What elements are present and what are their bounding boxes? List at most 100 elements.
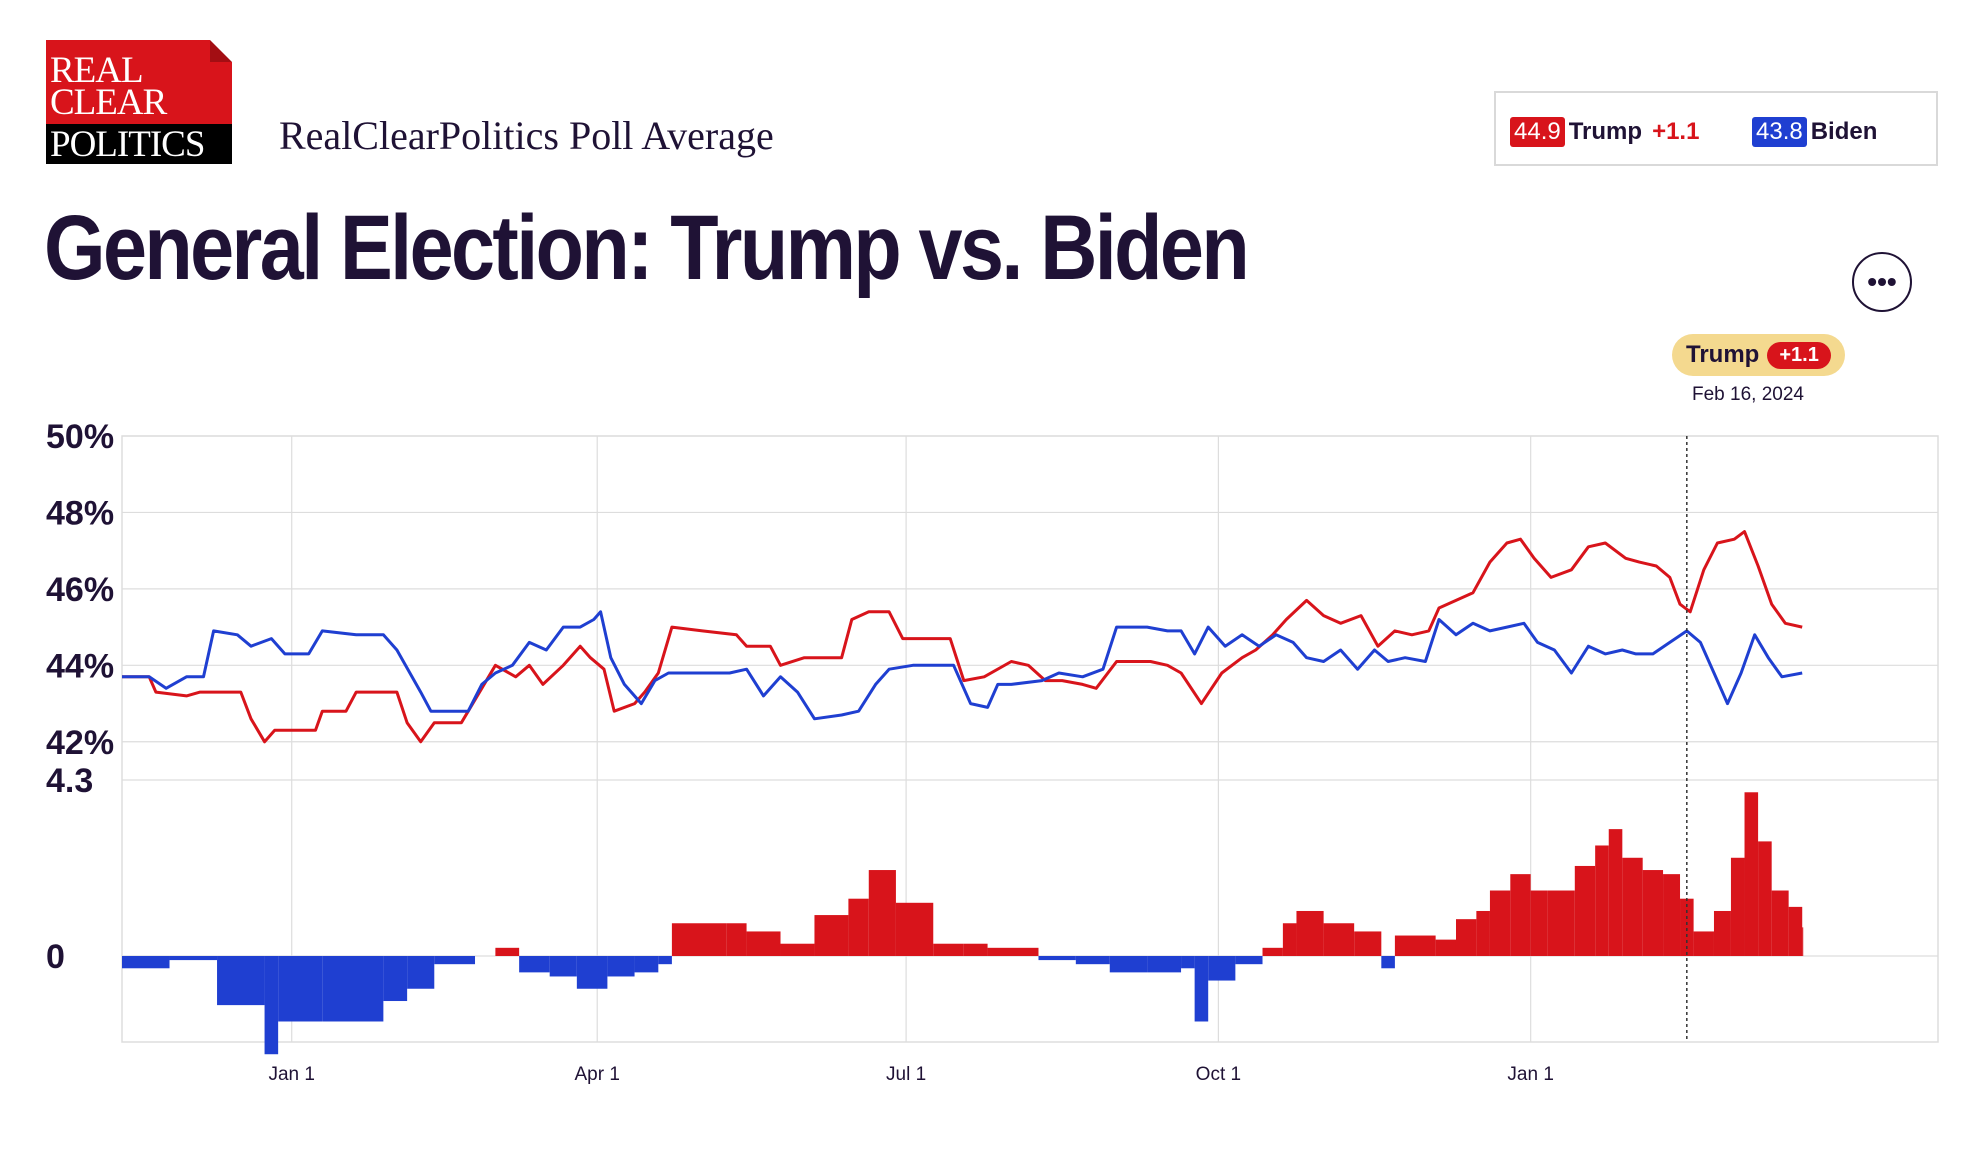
spread-bar	[963, 943, 988, 956]
spread-bar	[1489, 890, 1511, 956]
spread-bar	[1181, 956, 1195, 969]
y-tick-label: 46%	[46, 571, 114, 609]
spread-bar	[1547, 890, 1575, 956]
spread-bar	[658, 956, 672, 965]
series-line-biden	[122, 610, 1803, 721]
spread-bar	[1713, 910, 1731, 956]
x-tick-label: Jan 1	[1507, 1064, 1553, 1085]
horizontal-gridlines	[122, 435, 1938, 957]
spread-bar	[1147, 956, 1182, 973]
spread-bar	[1435, 939, 1456, 956]
spread-bar	[1262, 947, 1283, 956]
spread-bar	[868, 870, 896, 956]
spread-tick-label: 4.3	[46, 1114, 93, 1120]
series-line-trump	[122, 530, 1803, 744]
spread-bar	[814, 915, 849, 956]
trump-delta: +1.1	[1652, 118, 1700, 145]
spread-bar	[519, 956, 550, 973]
spread-bar	[726, 923, 747, 956]
logo-corner-fold	[210, 40, 232, 62]
spread-bar	[1622, 857, 1643, 956]
spread-bar	[1595, 845, 1609, 956]
spread-bar	[1608, 829, 1623, 956]
spread-bar	[746, 931, 781, 956]
trump-value-badge: 44.9	[1510, 117, 1565, 147]
spread-bar	[1663, 874, 1681, 956]
spread-bars	[122, 792, 1804, 1055]
spread-bar	[1574, 865, 1596, 956]
spread-bar	[1802, 927, 1804, 956]
spread-bar	[1744, 792, 1759, 956]
brand-subtitle: RealClearPolitics Poll Average	[279, 113, 774, 158]
spread-bar	[122, 956, 170, 969]
spread-bar	[322, 956, 384, 1022]
spread-bar	[895, 902, 934, 956]
current-values-legend: 44.9 Trump +1.1 43.8 Biden	[1494, 91, 1938, 166]
spread-bar	[1680, 898, 1694, 956]
spread-bar	[217, 956, 265, 1006]
leader-delta-pill: +1.1	[1767, 341, 1831, 369]
leader-badge: Trump +1.1	[1672, 334, 1845, 376]
biden-name: Biden	[1810, 118, 1878, 145]
spread-bar	[671, 923, 727, 956]
spread-tick-label: 4.3	[46, 762, 93, 800]
x-tick-labels: Jan 1 Apr 1 Jul 1 Oct 1 Jan 1	[268, 1064, 1553, 1085]
spread-bar	[1476, 910, 1490, 956]
spread-bar	[1109, 956, 1148, 973]
more-options-button[interactable]: •••	[1852, 252, 1912, 312]
spread-bar	[1730, 857, 1745, 956]
legend-item-biden: 43.8 Biden	[1752, 117, 1877, 147]
spread-bar	[1758, 841, 1772, 956]
logo-line-politics: POLITICS	[46, 124, 232, 164]
leader-name: Trump	[1686, 341, 1760, 368]
spread-bar	[607, 956, 635, 977]
rcp-logo[interactable]: REAL CLEAR POLITICS	[46, 40, 232, 164]
spread-bar	[407, 956, 435, 989]
spread-bar	[1510, 874, 1531, 956]
spread-bar	[1208, 956, 1236, 981]
spread-bar	[1354, 931, 1382, 956]
spread-bar	[780, 943, 815, 956]
y-tick-label: 42%	[46, 724, 114, 762]
spread-bar	[264, 956, 279, 1055]
spread-bar	[169, 956, 218, 961]
spread-bar	[1282, 923, 1297, 956]
x-tick-label: Apr 1	[575, 1064, 620, 1085]
page-title: General Election: Trump vs. Biden	[44, 197, 1250, 299]
spread-bar	[1323, 923, 1355, 956]
spread-bar	[1038, 956, 1076, 961]
leader-date: Feb 16, 2024	[1692, 384, 1804, 405]
y-tick-label: 50%	[46, 418, 114, 456]
spread-bar	[848, 898, 869, 956]
legend-item-trump: 44.9 Trump +1.1	[1510, 117, 1699, 147]
spread-bar	[495, 947, 520, 956]
spread-bar	[576, 956, 608, 989]
spread-bar	[1394, 935, 1436, 956]
spread-bar	[1771, 890, 1789, 956]
spread-bar	[1642, 870, 1664, 956]
spread-bar	[1296, 910, 1324, 956]
spread-bar	[1455, 919, 1477, 956]
y-tick-labels: 50%48%46%44%42%4.304.3	[46, 418, 114, 1120]
spread-bar	[1693, 931, 1714, 956]
spread-bar	[278, 956, 323, 1022]
spread-bar	[933, 943, 964, 956]
biden-value-badge: 43.8	[1752, 117, 1807, 147]
x-tick-label: Jan 1	[268, 1064, 314, 1085]
x-tick-label: Jul 1	[886, 1064, 926, 1085]
logo-line-real: REAL	[50, 50, 144, 91]
spread-bar	[1381, 956, 1395, 969]
spread-bar	[1235, 956, 1263, 965]
y-tick-label: 44%	[46, 647, 114, 685]
spread-bar	[1788, 906, 1803, 956]
spread-tick-label: 0	[46, 938, 65, 976]
spread-bar	[634, 956, 659, 973]
series-lines	[122, 530, 1803, 744]
spread-bar	[1194, 956, 1209, 1022]
spread-bar	[987, 947, 1039, 956]
trump-name: Trump	[1568, 118, 1643, 145]
spread-bar	[434, 956, 476, 965]
spread-bar	[1075, 956, 1110, 965]
more-dots-icon: •••	[1867, 266, 1897, 297]
